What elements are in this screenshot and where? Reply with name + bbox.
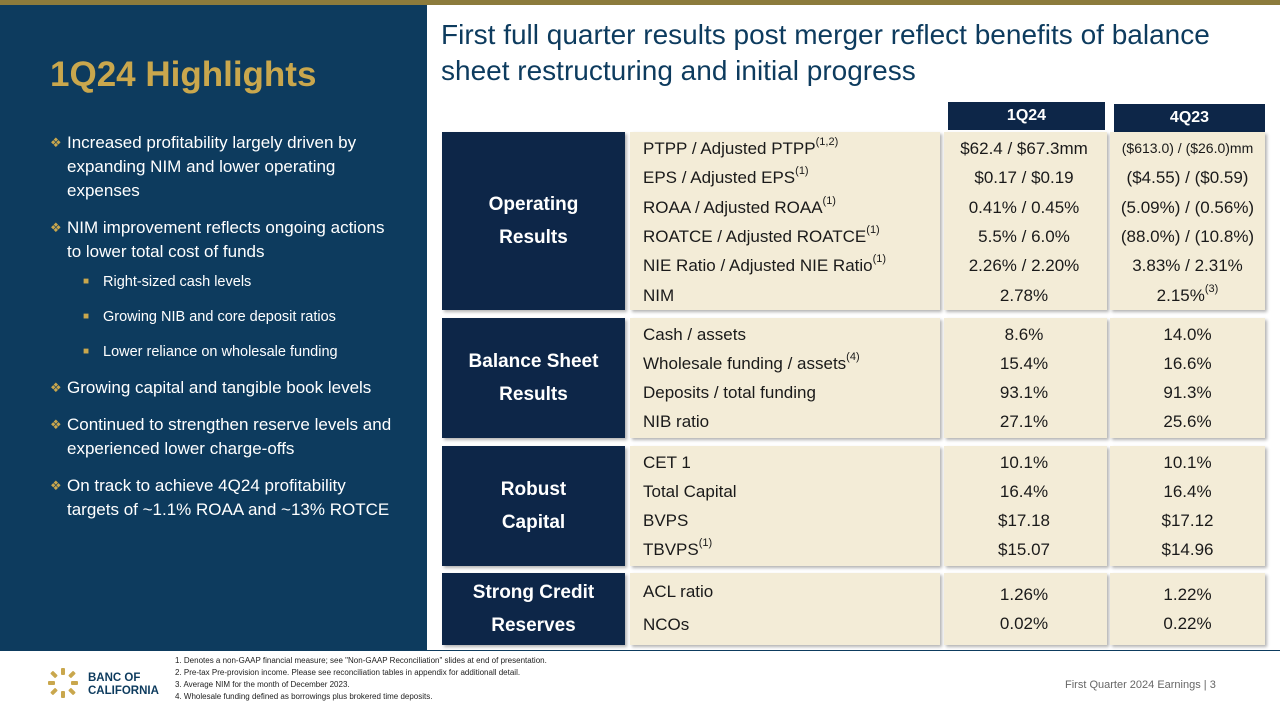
metric-value-4q23: ($4.55) / ($0.59) <box>1126 168 1249 187</box>
credit-label-cell <box>630 573 940 645</box>
diamond-bullet-icon: ❖ <box>50 220 62 235</box>
metric-value-4q23: 10.1% <box>1163 453 1212 472</box>
slide-title: First full quarter results post merger r… <box>441 19 1210 86</box>
metric-value-4q23: 16.4% <box>1163 482 1212 501</box>
capital-label-cell <box>630 446 940 566</box>
section-balance-sheet-results: Balance Sheet Results <box>442 318 625 438</box>
operating-1q24-cell <box>944 132 1107 310</box>
section-robust-capital: Robust Capital <box>442 446 625 566</box>
metric-value-1q24: 2.26% / 2.20% <box>968 256 1080 275</box>
capital-4q23-cell <box>1110 446 1265 566</box>
operating-4q23-cell <box>1110 132 1265 310</box>
column-header-1q24: 1Q24 <box>948 102 1105 130</box>
highlights-title: 1Q24 Highlights <box>50 55 317 94</box>
metric-label: NIB ratio <box>643 412 710 431</box>
metric-value-1q24: $17.18 <box>998 511 1050 530</box>
metric-value-4q23: $14.96 <box>1161 540 1214 559</box>
footer-page-label: First Quarter 2024 Earnings | 3 <box>1065 679 1216 691</box>
page-number: 3 <box>1209 679 1216 691</box>
metric-value-4q23: 2.15%(3) <box>1156 283 1219 305</box>
metric-label: ROAA / Adjusted ROAA(1) <box>643 195 836 217</box>
metric-label: ACL ratio <box>643 582 714 601</box>
metric-value-1q24: $62.4 / $67.3mm <box>960 139 1088 158</box>
metric-value-1q24: $15.07 <box>998 540 1050 559</box>
metric-value-1q24: 16.4% <box>999 482 1049 501</box>
highlight-sub-bullet: ■ Right-sized cash levels <box>83 274 252 290</box>
highlight-sub-bullet: ■ Lower reliance on wholesale funding <box>83 344 338 360</box>
metric-value-1q24: 0.02% <box>999 614 1049 633</box>
footer-divider <box>0 650 1280 651</box>
metric-value-1q24: 1.26% <box>999 585 1049 604</box>
logo-wordmark: BANC OF CALIFORNIA <box>88 672 159 697</box>
credit-1q24-cell <box>944 573 1107 645</box>
section-operating-results: Operating Results <box>442 132 625 310</box>
metric-value-4q23: ($613.0) / ($26.0)mm <box>1121 140 1254 156</box>
capital-1q24-cell <box>944 446 1107 566</box>
highlight-bullet: ❖ Growing capital and tangible book level… <box>50 376 395 400</box>
column-header-4q23: 4Q23 <box>1114 104 1265 132</box>
metric-label: BVPS <box>643 511 689 530</box>
metric-value-1q24: 27.1% <box>999 412 1049 431</box>
metric-value-1q24: 0.41% / 0.45% <box>968 198 1080 217</box>
metric-label: Wholesale funding / assets(4) <box>643 351 860 373</box>
diamond-bullet-icon: ❖ <box>50 417 62 432</box>
diamond-bullet-icon: ❖ <box>50 135 62 150</box>
metric-value-4q23: 16.6% <box>1163 354 1212 373</box>
credit-4q23-cell <box>1110 573 1265 645</box>
highlights-panel <box>0 5 427 650</box>
metric-label: NIM <box>643 286 675 305</box>
metric-value-4q23: $17.12 <box>1161 511 1214 530</box>
metric-label: ROATCE / Adjusted ROATCE(1) <box>643 224 880 246</box>
metric-value-4q23: (5.09%) / (0.56%) <box>1120 198 1255 217</box>
metric-label: NCOs <box>643 615 690 634</box>
metric-value-1q24: $0.17 / $0.19 <box>974 168 1074 187</box>
metric-value-1q24: 10.1% <box>999 453 1049 472</box>
metric-value-1q24: 15.4% <box>999 354 1049 373</box>
diamond-bullet-icon: ❖ <box>50 478 62 493</box>
metric-value-4q23: 3.83% / 2.31% <box>1132 256 1243 275</box>
highlight-sub-bullet: ■ Growing NIB and core deposit ratios <box>83 309 336 325</box>
banc-of-california-logo-icon <box>48 668 78 698</box>
metric-value-1q24: 5.5% / 6.0% <box>978 227 1070 246</box>
square-bullet-icon: ■ <box>83 311 90 322</box>
operating-label-cell <box>630 132 940 310</box>
diamond-bullet-icon: ❖ <box>50 380 62 395</box>
highlights-list: ❖ Increased profitability largely driven … <box>50 131 395 535</box>
balance-4q23-cell <box>1110 318 1265 438</box>
balance-1q24-cell <box>944 318 1107 438</box>
metric-label: Cash / assets <box>643 325 746 344</box>
metric-value-1q24: 93.1% <box>999 383 1049 402</box>
metric-label: Deposits / total funding <box>643 383 816 402</box>
metric-label: NIE Ratio / Adjusted NIE Ratio(1) <box>643 253 887 275</box>
highlight-bullet: ❖ NIM improvement reflects ongoing action… <box>50 218 385 261</box>
footnotes: 1. Denotes a non-GAAP financial measure;… <box>175 656 547 701</box>
section-strong-credit-reserves: Strong Credit Reserves <box>442 573 625 645</box>
highlight-bullet: ❖ Continued to strengthen reserve levels … <box>50 415 392 458</box>
metric-value-4q23: 0.22% <box>1163 614 1212 633</box>
highlight-bullet: ❖ On track to achieve 4Q24 profitability … <box>50 476 390 519</box>
highlight-bullet: ❖ Increased profitability largely driven … <box>50 133 357 200</box>
metric-value-1q24: 2.78% <box>999 286 1049 305</box>
metric-value-4q23: 14.0% <box>1163 325 1212 344</box>
metric-value-4q23: 91.3% <box>1163 383 1212 402</box>
metric-value-4q23: 1.22% <box>1163 585 1212 604</box>
metric-label: EPS / Adjusted EPS(1) <box>643 165 809 187</box>
metric-value-4q23: (88.0%) / (10.8%) <box>1120 227 1255 246</box>
metric-value-4q23: 25.6% <box>1163 412 1212 431</box>
metric-value-1q24: 8.6% <box>1004 325 1044 344</box>
square-bullet-icon: ■ <box>83 346 90 357</box>
metric-label: Total Capital <box>643 482 737 501</box>
balance-label-cell <box>630 318 940 438</box>
square-bullet-icon: ■ <box>83 276 90 287</box>
metric-label: PTPP / Adjusted PTPP(1,2) <box>643 136 839 158</box>
metric-label: CET 1 <box>643 453 691 472</box>
top-accent-bar <box>0 0 1280 5</box>
metric-label: TBVPS(1) <box>643 537 713 559</box>
